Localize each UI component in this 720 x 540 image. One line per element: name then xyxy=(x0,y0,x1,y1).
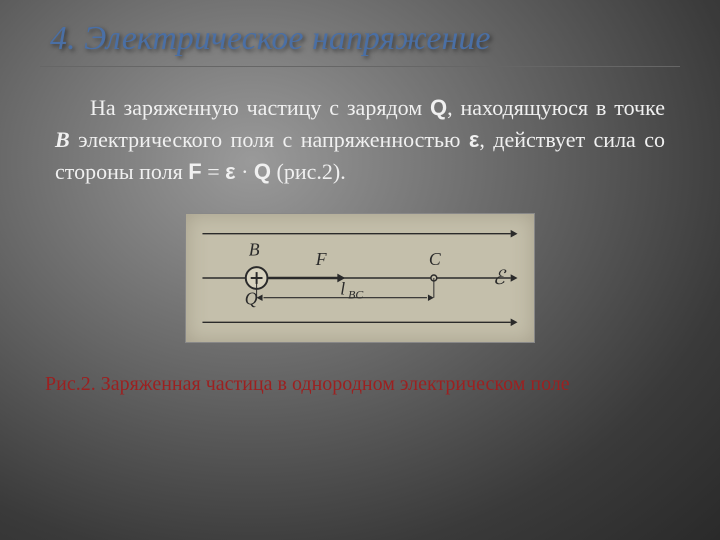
slide-title: 4. Электрическое напряжение xyxy=(0,0,720,58)
text-part5: (рис.2). xyxy=(271,159,346,184)
figure-caption: Рис.2. Заряженная частица в однородном э… xyxy=(0,343,720,396)
svg-text:l: l xyxy=(340,278,345,298)
var-eps2: ε xyxy=(225,159,235,184)
field-diagram: B F C ℰ QlBC xyxy=(185,213,535,343)
text-part1: На заряженную частицу с зарядом xyxy=(90,95,430,120)
var-Q: Q xyxy=(430,95,447,120)
var-eps: ε xyxy=(469,127,479,152)
body-paragraph: На заряженную частицу с зарядом Q, наход… xyxy=(0,67,720,188)
svg-text:ℰ: ℰ xyxy=(493,267,507,289)
var-eq: = xyxy=(202,159,225,184)
svg-text:Q: Q xyxy=(245,288,258,308)
var-B: B xyxy=(55,127,70,152)
var-dot: · xyxy=(236,159,254,184)
svg-text:B: B xyxy=(249,239,260,259)
diagram-container: B F C ℰ QlBC xyxy=(0,213,720,343)
text-part3: электрического поля с напряженностью xyxy=(70,127,469,152)
var-Q2: Q xyxy=(254,159,271,184)
text-part2: , находящуюся в точке xyxy=(447,95,665,120)
svg-text:F: F xyxy=(315,249,327,269)
svg-text:BC: BC xyxy=(348,287,363,301)
svg-text:C: C xyxy=(429,249,441,269)
var-F: F xyxy=(188,159,201,184)
